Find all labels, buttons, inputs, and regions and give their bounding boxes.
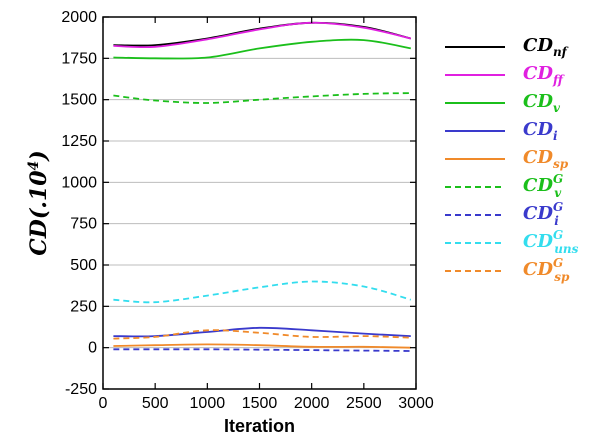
series-line-7 <box>113 280 412 304</box>
y-axis-title-main: CD <box>26 219 52 256</box>
y-tick-label: 250 <box>70 298 97 315</box>
y-tick-label: 1750 <box>61 50 97 67</box>
y-axis-title: CD(.104) <box>26 150 52 255</box>
y-tick-label: -250 <box>65 381 97 398</box>
series-line-2 <box>113 38 411 60</box>
series-line-6 <box>113 348 411 352</box>
x-axis-title: Iteration <box>224 416 295 436</box>
x-tick-label: 1500 <box>242 395 278 412</box>
x-tick-label: 3000 <box>398 395 434 412</box>
legend-label-0: CDnf <box>523 35 569 59</box>
x-tick-label: 0 <box>99 395 108 412</box>
x-tick-label: 2000 <box>294 395 330 412</box>
legend-label-8: CDG sp <box>523 256 570 284</box>
legend-label-7: CDG uns <box>523 228 579 256</box>
y-axis-title-dot: .10 <box>26 170 52 209</box>
x-tick-label: 1000 <box>190 395 226 412</box>
series-line-1 <box>113 21 412 49</box>
series-line-0 <box>113 21 412 47</box>
series-lines <box>113 21 412 352</box>
x-tick-label: 2500 <box>346 395 382 412</box>
x-tick-label: 500 <box>142 395 169 412</box>
y-tick-label: 0 <box>88 340 97 357</box>
legend-label-1: CDff <box>523 63 565 87</box>
y-axis-title-open: ( <box>26 207 52 219</box>
legend-label-2: CDv <box>523 91 561 115</box>
series-line-4 <box>113 343 411 349</box>
legend-label-4: CDsp <box>523 147 569 171</box>
legend-label-5: CDG v <box>523 172 563 200</box>
y-tick-label: 1000 <box>61 174 97 191</box>
y-tick-label: 1500 <box>61 92 97 109</box>
y-tick-label: 750 <box>70 216 97 233</box>
series-line-8 <box>113 329 411 340</box>
legend-label-3: CDi <box>523 119 558 143</box>
series-line-3 <box>113 326 411 338</box>
legend-label-6: CDG i <box>523 200 563 228</box>
y-axis-title-exp: 4 <box>26 161 42 171</box>
series-line-5 <box>113 92 411 104</box>
y-tick-label: 500 <box>70 257 97 274</box>
y-tick-label: 2000 <box>61 9 97 26</box>
y-axis-title-close: ) <box>26 150 52 161</box>
y-tick-label: 1250 <box>61 133 97 150</box>
